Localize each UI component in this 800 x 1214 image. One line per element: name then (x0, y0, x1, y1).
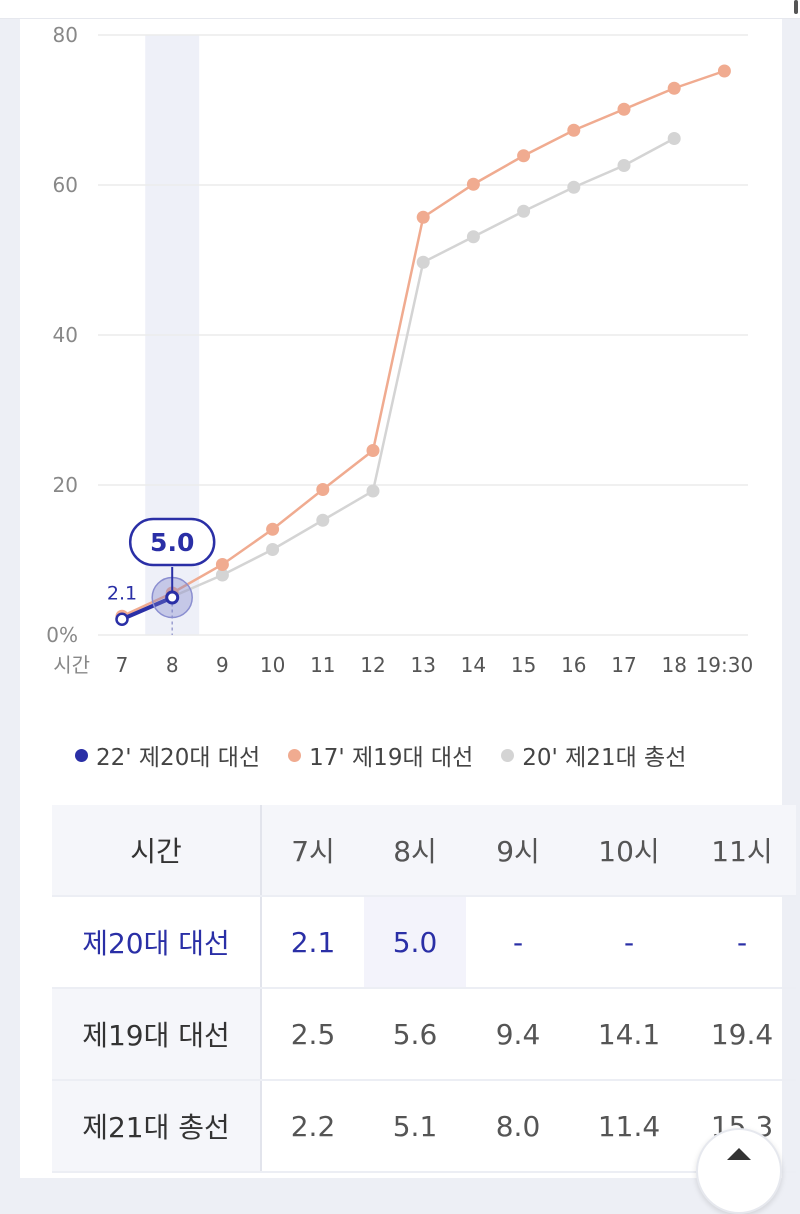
y-tick-label: 20 (53, 473, 78, 497)
x-tick-label: 10 (260, 653, 285, 677)
y-tick-label: 40 (53, 323, 78, 347)
top-bar (0, 0, 800, 19)
x-axis: 시간 7 8 9 10 11 12 13 14 15 16 17 18 19:30 (53, 653, 753, 677)
table-cell: 14.1 (570, 988, 688, 1081)
data-point (266, 522, 280, 536)
table-header-cell: 10시 (570, 805, 688, 897)
legend-dot (288, 748, 302, 762)
scroll-to-top-button[interactable] (696, 1128, 782, 1214)
table-header-row: 시간 7시 8시 9시 10시 11시 (52, 805, 796, 897)
data-point (416, 255, 430, 269)
table-cell: 5.0 (364, 896, 466, 989)
table-header-cell: 11시 (688, 805, 796, 897)
data-point (466, 177, 480, 191)
data-point (717, 64, 731, 78)
chart-highlight: 2.1 5.0 (107, 517, 216, 635)
series-line (121, 595, 173, 622)
data-point (266, 543, 280, 556)
data-point (115, 612, 129, 626)
value-callout-label: 5.0 (150, 528, 194, 557)
table-cell: 8.0 (466, 1080, 570, 1173)
table-cell: - (466, 896, 570, 989)
data-point (366, 444, 380, 457)
chart-legend: 22' 제20대 대선 17' 제19대 대선 20' 제21대 총선 (75, 738, 775, 772)
legend-dot (75, 748, 88, 762)
table-row: 제19대 대선 2.5 5.6 9.4 14.1 19.4 (52, 988, 796, 1081)
data-point (667, 81, 681, 95)
table-cell: 2.5 (261, 988, 364, 1081)
x-tick-label: 7 (116, 653, 129, 677)
table-cell: 11.4 (570, 1080, 688, 1173)
x-tick-label: 12 (360, 653, 385, 677)
table-cell: 2.2 (261, 1080, 364, 1173)
data-point (517, 204, 531, 218)
legend-item-20th[interactable]: 22' 제20대 대선 (75, 738, 260, 772)
table-cell: 19.4 (688, 988, 796, 1081)
turnout-table: 시간 7시 8시 9시 10시 11시 제20대 대선 2.1 5.0 - - … (52, 805, 796, 1173)
table-row-label: 제20대 대선 (52, 896, 262, 989)
y-tick-label: 80 (53, 23, 78, 47)
chart-series (115, 64, 731, 625)
table-header-cell: 8시 (364, 805, 466, 897)
table-header-cell: 9시 (466, 805, 570, 897)
data-point (366, 484, 380, 498)
x-tick-label: 19:30 (696, 653, 754, 677)
data-point (416, 210, 430, 224)
data-point (617, 102, 631, 116)
x-tick-label: 11 (310, 653, 335, 677)
table-row: 제20대 대선 2.1 5.0 - - - (52, 896, 796, 989)
table-cell: 5.1 (364, 1080, 466, 1173)
data-label: 2.1 (107, 582, 137, 604)
table-row-label: 제19대 대선 (52, 988, 262, 1081)
table-row-label: 제21대 총선 (52, 1080, 262, 1173)
legend-label: 20' 제21대 총선 (522, 745, 687, 771)
table-cell: - (570, 896, 688, 989)
legend-label: 17' 제19대 대선 (309, 745, 474, 771)
data-point (316, 483, 330, 496)
legend-label: 22' 제20대 대선 (96, 745, 261, 771)
table-row: 제21대 총선 2.2 5.1 8.0 11.4 15.3 (52, 1080, 796, 1173)
data-point (215, 568, 229, 582)
table-header-cell: 7시 (261, 805, 364, 897)
x-tick-label: 15 (511, 653, 536, 677)
x-tick-label: 18 (661, 653, 686, 677)
x-tick-label: 14 (461, 653, 486, 677)
table-cell: 9.4 (466, 988, 570, 1081)
y-tick-label: 60 (53, 173, 78, 197)
x-tick-label: 9 (216, 653, 229, 677)
scroll-indicator[interactable] (794, 0, 798, 14)
legend-item-21st[interactable]: 20' 제21대 총선 (501, 738, 686, 772)
table-header-cell: 시간 (52, 805, 262, 897)
data-point (316, 513, 330, 527)
x-tick-label: 13 (410, 653, 435, 677)
x-tick-label: 17 (611, 653, 636, 677)
legend-item-19th[interactable]: 17' 제19대 대선 (288, 738, 473, 772)
data-point (466, 230, 480, 244)
x-tick-label: 16 (561, 653, 586, 677)
x-tick-label: 8 (166, 653, 179, 677)
y-tick-label: 0% (46, 623, 78, 647)
data-point (517, 149, 531, 163)
data-point (617, 159, 631, 172)
data-point (667, 132, 681, 145)
legend-dot (501, 748, 515, 762)
table-cell: 2.1 (261, 896, 364, 989)
data-point (165, 590, 180, 605)
y-axis: 0% 20 40 60 80 (46, 23, 78, 647)
arrow-up-icon (727, 1148, 751, 1160)
x-axis-label: 시간 (53, 653, 90, 677)
series-line (121, 137, 675, 620)
data-point (567, 123, 581, 137)
value-callout (128, 517, 216, 567)
data-point (567, 180, 581, 194)
table-cell: - (688, 896, 796, 989)
table-cell: 5.6 (364, 988, 466, 1081)
data-point (215, 558, 229, 571)
